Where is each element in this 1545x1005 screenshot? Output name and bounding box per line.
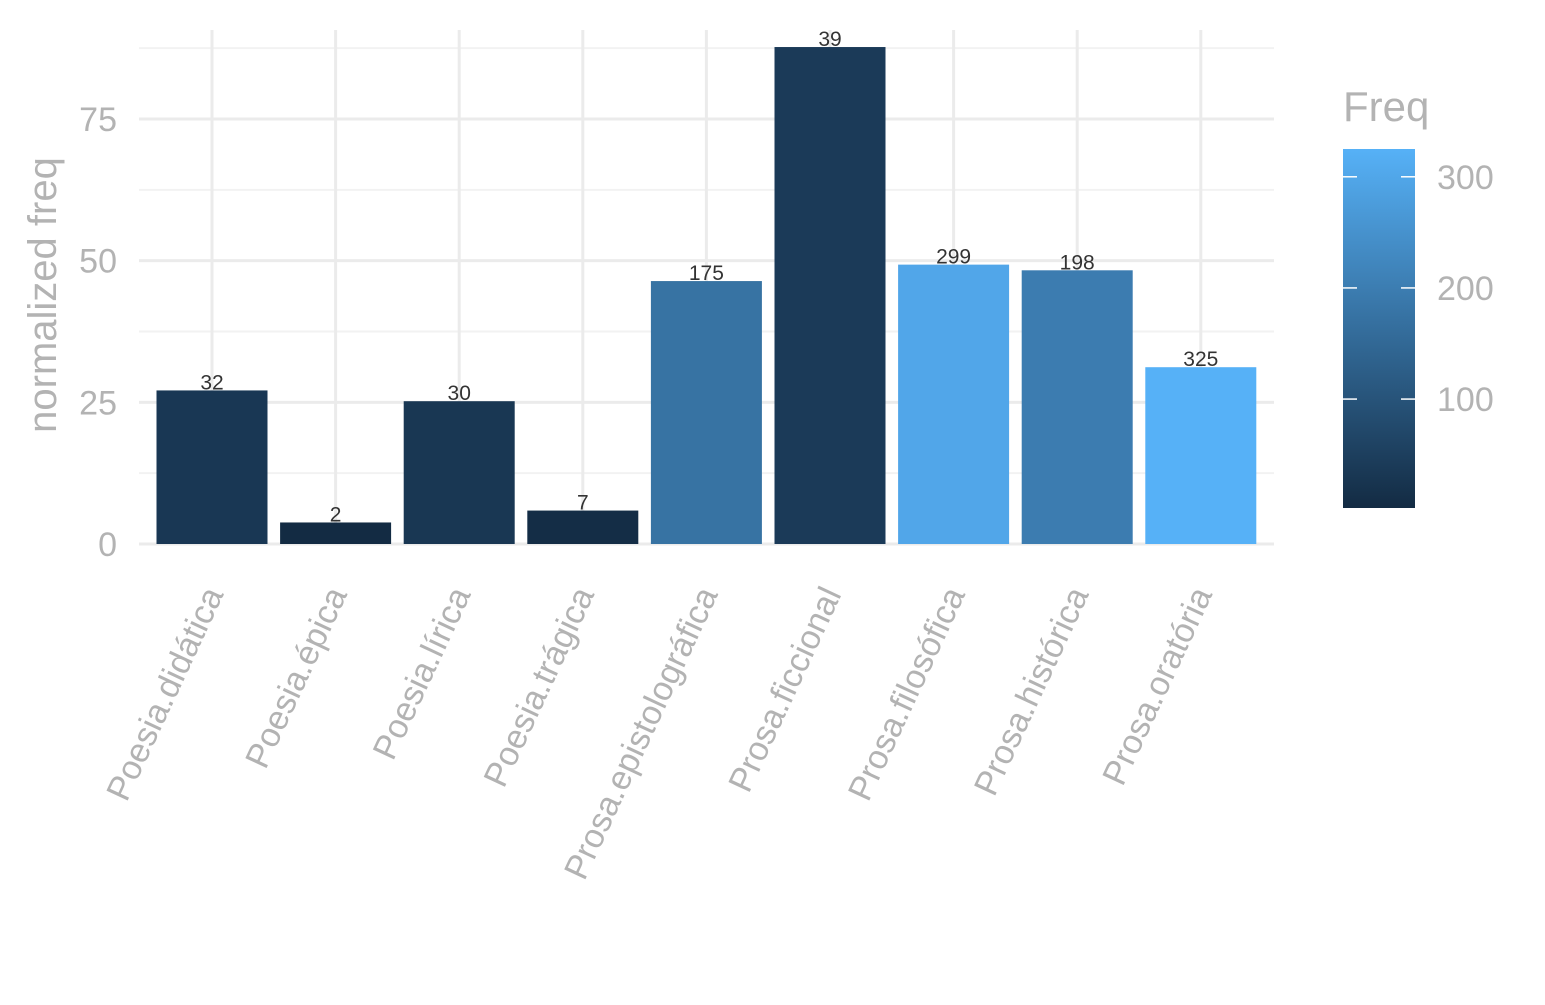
y-axis-title: normalized freq <box>21 157 65 433</box>
legend-tick-label: 300 <box>1437 159 1494 197</box>
x-tick-label: Poesia.didática <box>99 581 231 806</box>
legend-ticks: 100 200 300 <box>1343 159 1494 419</box>
x-tick-label: Prosa.histórica <box>967 581 1097 801</box>
legend-title: Freq <box>1343 83 1429 130</box>
y-tick-label: 25 <box>79 384 117 422</box>
y-tick-label: 0 <box>98 526 117 564</box>
bar <box>156 390 268 544</box>
bar-value-label: 7 <box>577 492 589 515</box>
bar <box>774 47 886 545</box>
bar-value-label: 175 <box>689 262 724 285</box>
bar-value-label: 325 <box>1183 348 1218 371</box>
legend-colorbar <box>1343 149 1415 508</box>
bar-value-label: 30 <box>448 382 471 405</box>
x-tick-label: Prosa.ficcional <box>721 581 849 797</box>
bars-layer <box>156 47 1257 545</box>
bar-value-label: 299 <box>936 246 971 269</box>
bar-labels-layer: 32 2 30 7 175 39 299 198 325 <box>200 28 1218 526</box>
bar <box>527 510 639 544</box>
legend-tick-label: 200 <box>1437 270 1494 308</box>
y-axis: 0 25 50 75 <box>79 101 117 564</box>
bar <box>1021 270 1133 544</box>
y-tick-label: 50 <box>79 243 117 281</box>
y-tick-label: 75 <box>79 101 117 139</box>
bar-value-label: 198 <box>1060 251 1095 274</box>
bar-value-label: 2 <box>330 503 342 526</box>
x-tick-label: Poesia.trágica <box>477 581 603 792</box>
x-tick-label: Poesia.épica <box>238 581 355 774</box>
x-tick-label: Poesia.lírica <box>366 581 479 765</box>
bar-value-label: 39 <box>818 28 841 51</box>
bar <box>1145 367 1257 544</box>
color-legend: Freq 100 200 300 <box>1343 83 1494 508</box>
bar <box>898 264 1010 544</box>
x-tick-label: Prosa.filosófica <box>841 581 973 806</box>
bar-value-label: 32 <box>200 371 223 394</box>
bar <box>403 401 515 544</box>
bar <box>280 522 392 544</box>
legend-tick-label: 100 <box>1437 381 1494 419</box>
x-axis: Poesia.didática Poesia.épica Poesia.lírica… <box>99 581 1220 885</box>
x-tick-label: Prosa.oratória <box>1095 581 1220 791</box>
bar <box>650 281 762 544</box>
